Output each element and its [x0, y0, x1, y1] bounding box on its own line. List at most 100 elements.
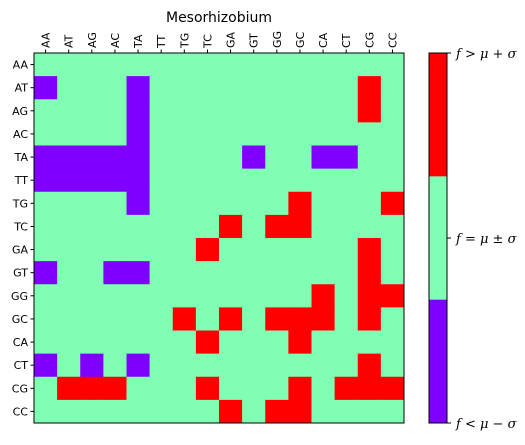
- heatmap-cell-CT-AA: [34, 353, 58, 378]
- heatmap-cell-TC-AT: [57, 214, 81, 239]
- heatmap-cell-CT-CG: [357, 353, 382, 378]
- heatmap-cell-TG-TC: [195, 191, 220, 216]
- heatmap-cell-AT-AT: [57, 76, 81, 100]
- heatmap-cell-CG-GC: [288, 376, 312, 401]
- heatmap-cell-TA-CC: [380, 145, 405, 170]
- heatmap-cell-TC-AC: [103, 214, 127, 239]
- heatmap-cell-CC-CA: [311, 399, 336, 424]
- heatmap-cell-CG-AT: [57, 376, 81, 401]
- heatmap-cells: [34, 53, 405, 424]
- x-tick-label: TT: [155, 34, 168, 49]
- heatmap-cell-GG-GG: [265, 284, 289, 308]
- heatmap-cell-GC-TT: [149, 307, 174, 331]
- heatmap-cell-GT-TC: [195, 261, 220, 285]
- heatmap-cell-TT-CA: [311, 168, 336, 193]
- heatmap-cell-AG-AA: [34, 99, 58, 123]
- heatmap-cell-AG-GC: [288, 99, 312, 123]
- heatmap-cell-CA-AC: [103, 330, 127, 355]
- heatmap-cell-CC-TA: [126, 399, 151, 424]
- heatmap-cell-TA-TA: [126, 145, 151, 170]
- heatmap-cell-AA-GG: [265, 53, 289, 77]
- heatmap-cell-CG-AC: [103, 376, 127, 401]
- heatmap-cell-CA-CT: [334, 330, 359, 355]
- heatmap-cell-CA-GT: [242, 330, 266, 355]
- y-tick-label: GA: [12, 244, 29, 257]
- heatmap-cell-CA-TA: [126, 330, 151, 355]
- heatmap-cell-TC-TT: [149, 214, 174, 239]
- heatmap-cell-AA-TC: [195, 53, 220, 77]
- colorbar-label: f > μ + σ: [455, 47, 518, 62]
- heatmap-cell-GC-AC: [103, 307, 127, 331]
- heatmap-cell-GT-TA: [126, 261, 151, 285]
- heatmap-cell-AC-GC: [288, 122, 312, 146]
- heatmap-cell-CA-AG: [80, 330, 104, 355]
- y-tick-label: TT: [14, 174, 29, 187]
- heatmap-cell-TT-TT: [149, 168, 174, 193]
- heatmap-cell-GG-TA: [126, 284, 151, 308]
- heatmap-cell-CA-AT: [57, 330, 81, 355]
- heatmap-cell-GG-CG: [357, 284, 382, 308]
- heatmap-cell-GA-GC: [288, 238, 312, 262]
- heatmap-cell-GA-TG: [172, 238, 197, 262]
- heatmap-cell-AA-TA: [126, 53, 151, 77]
- heatmap-cell-AA-CG: [357, 53, 382, 77]
- heatmap-cell-AT-CT: [334, 76, 359, 100]
- heatmap-cell-CC-GA: [219, 399, 243, 424]
- heatmap-cell-CT-CA: [311, 353, 336, 378]
- heatmap-cell-GA-AC: [103, 238, 127, 262]
- heatmap-cell-AG-CC: [380, 99, 405, 123]
- heatmap-cell-CG-TC: [195, 376, 220, 401]
- heatmap-cell-GC-GT: [242, 307, 266, 331]
- heatmap-cell-TG-TT: [149, 191, 174, 216]
- y-tick-label: AC: [13, 128, 28, 141]
- heatmap-cell-AT-CG: [357, 76, 382, 100]
- heatmap-cell-CA-GG: [265, 330, 289, 355]
- heatmap-cell-AC-AT: [57, 122, 81, 146]
- y-tick-label: GC: [12, 313, 29, 326]
- heatmap-cell-GG-GA: [219, 284, 243, 308]
- heatmap-cell-AT-AG: [80, 76, 104, 100]
- heatmap-cell-CG-CT: [334, 376, 359, 401]
- heatmap-cell-GC-GG: [265, 307, 289, 331]
- heatmap-cell-AA-CA: [311, 53, 336, 77]
- heatmap-cell-TA-TG: [172, 145, 197, 170]
- heatmap-cell-CG-CA: [311, 376, 336, 401]
- heatmap-cell-AG-TG: [172, 99, 197, 123]
- heatmap-cell-GC-TG: [172, 307, 197, 331]
- heatmap-cell-CT-TC: [195, 353, 220, 378]
- chart-title: Mesorhizobium: [166, 10, 272, 26]
- x-tick-label: GT: [248, 33, 261, 48]
- heatmap-cell-AA-GC: [288, 53, 312, 77]
- heatmap-cell-TC-CG: [357, 214, 382, 239]
- heatmap-cell-AG-CT: [334, 99, 359, 123]
- heatmap-cell-AG-GG: [265, 99, 289, 123]
- heatmap-cell-AG-TC: [195, 99, 220, 123]
- heatmap-cell-AG-AG: [80, 99, 104, 123]
- heatmap-cell-GC-CA: [311, 307, 336, 331]
- heatmap-cell-AT-AA: [34, 76, 58, 100]
- heatmap-cell-GA-AA: [34, 238, 58, 262]
- heatmap-cell-AA-CT: [334, 53, 359, 77]
- heatmap-cell-AC-CT: [334, 122, 359, 146]
- heatmap-cell-TT-AG: [80, 168, 104, 193]
- heatmap-cell-CT-TT: [149, 353, 174, 378]
- heatmap-cell-CT-GT: [242, 353, 266, 378]
- heatmap-cell-TA-CG: [357, 145, 382, 170]
- heatmap-cell-GC-TC: [195, 307, 220, 331]
- heatmap-cell-CC-CT: [334, 399, 359, 424]
- heatmap-cell-GT-AC: [103, 261, 127, 285]
- heatmap-cell-CA-CG: [357, 330, 382, 355]
- heatmap-cell-GG-AG: [80, 284, 104, 308]
- x-tick-labels: AA AT AG AC TA TT TG TC GA GT GG GC CA CT CG CC: [40, 31, 399, 53]
- heatmap-cell-AA-AC: [103, 53, 127, 77]
- heatmap-cell-AC-CG: [357, 122, 382, 146]
- heatmap-cell-GA-AT: [57, 238, 81, 262]
- heatmap-cell-TG-GA: [219, 191, 243, 216]
- heatmap-cell-CC-GT: [242, 399, 266, 424]
- heatmap-cell-TT-AC: [103, 168, 127, 193]
- heatmap-cell-AA-AG: [80, 53, 104, 77]
- heatmap-cell-GA-TA: [126, 238, 151, 262]
- heatmap-cell-CT-AC: [103, 353, 127, 378]
- heatmap-cell-CG-TA: [126, 376, 151, 401]
